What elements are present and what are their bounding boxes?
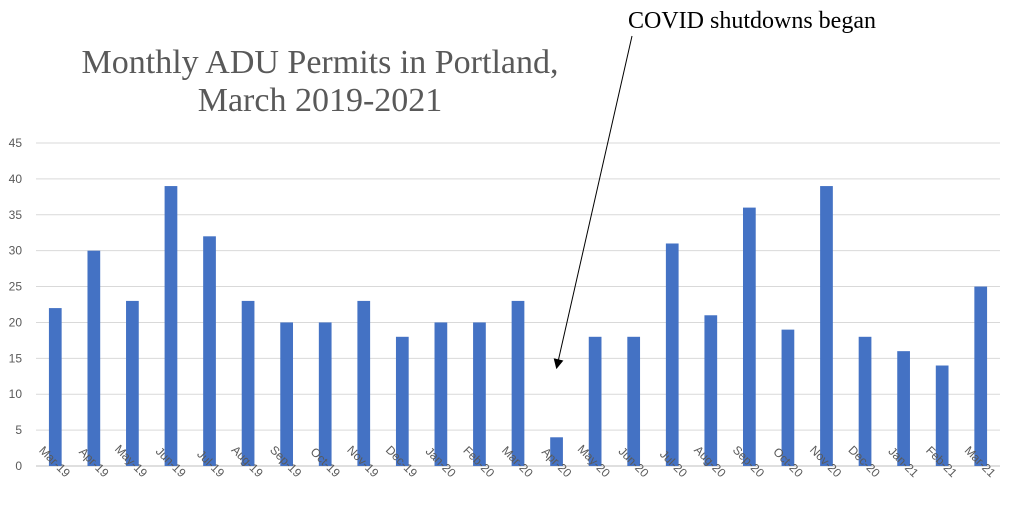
y-tick-label: 25 — [9, 280, 23, 294]
y-tick-label: 20 — [9, 315, 23, 329]
bar-mar-19 — [48, 308, 62, 466]
bar-apr-19 — [87, 250, 101, 466]
bar-feb-21 — [935, 365, 949, 466]
covid-annotation-arrow — [553, 35, 633, 370]
y-tick-label: 15 — [9, 351, 23, 365]
y-tick-label: 5 — [15, 423, 22, 437]
chart-title-line1: Monthly ADU Permits in Portland, — [81, 44, 559, 81]
bar-mar-21 — [974, 286, 988, 466]
chart-title: Monthly ADU Permits in Portland, March 2… — [40, 44, 600, 120]
bar-aug-20 — [704, 315, 718, 466]
bar-jun-19 — [164, 186, 178, 467]
chart-title-line2: March 2019-2021 — [197, 82, 443, 119]
y-tick-label: 0 — [15, 459, 22, 473]
covid-annotation-label: COVID shutdowns began — [628, 8, 876, 34]
y-axis: 0 5 10 15 20 25 30 35 40 45 — [9, 136, 23, 473]
y-tick-label: 35 — [9, 208, 23, 222]
bar-aug-19 — [241, 300, 255, 466]
bar-apr-20 — [550, 437, 563, 466]
bar-feb-20 — [473, 322, 486, 466]
bar-jul-20 — [665, 243, 679, 466]
bar-nov-20 — [820, 186, 833, 467]
bar-may-19 — [126, 300, 139, 466]
y-tick-label: 10 — [9, 387, 23, 401]
bar-sep-20 — [742, 207, 756, 466]
bar-dec-20 — [858, 336, 872, 466]
bar-jan-21 — [897, 351, 910, 466]
bars — [48, 186, 988, 467]
bar-sep-19 — [280, 322, 294, 466]
bar-jul-19 — [203, 236, 216, 466]
bar-jun-20 — [627, 336, 641, 466]
y-tick-label: 40 — [9, 172, 23, 186]
bar-mar-20 — [511, 300, 525, 466]
bar-jan-20 — [434, 322, 448, 466]
bar-oct-19 — [318, 322, 332, 466]
bar-dec-19 — [395, 336, 409, 466]
bar-nov-19 — [357, 300, 371, 466]
bar-oct-20 — [781, 329, 795, 466]
y-tick-label: 30 — [9, 244, 23, 258]
bar-may-20 — [588, 336, 602, 466]
y-tick-label: 45 — [9, 136, 23, 150]
